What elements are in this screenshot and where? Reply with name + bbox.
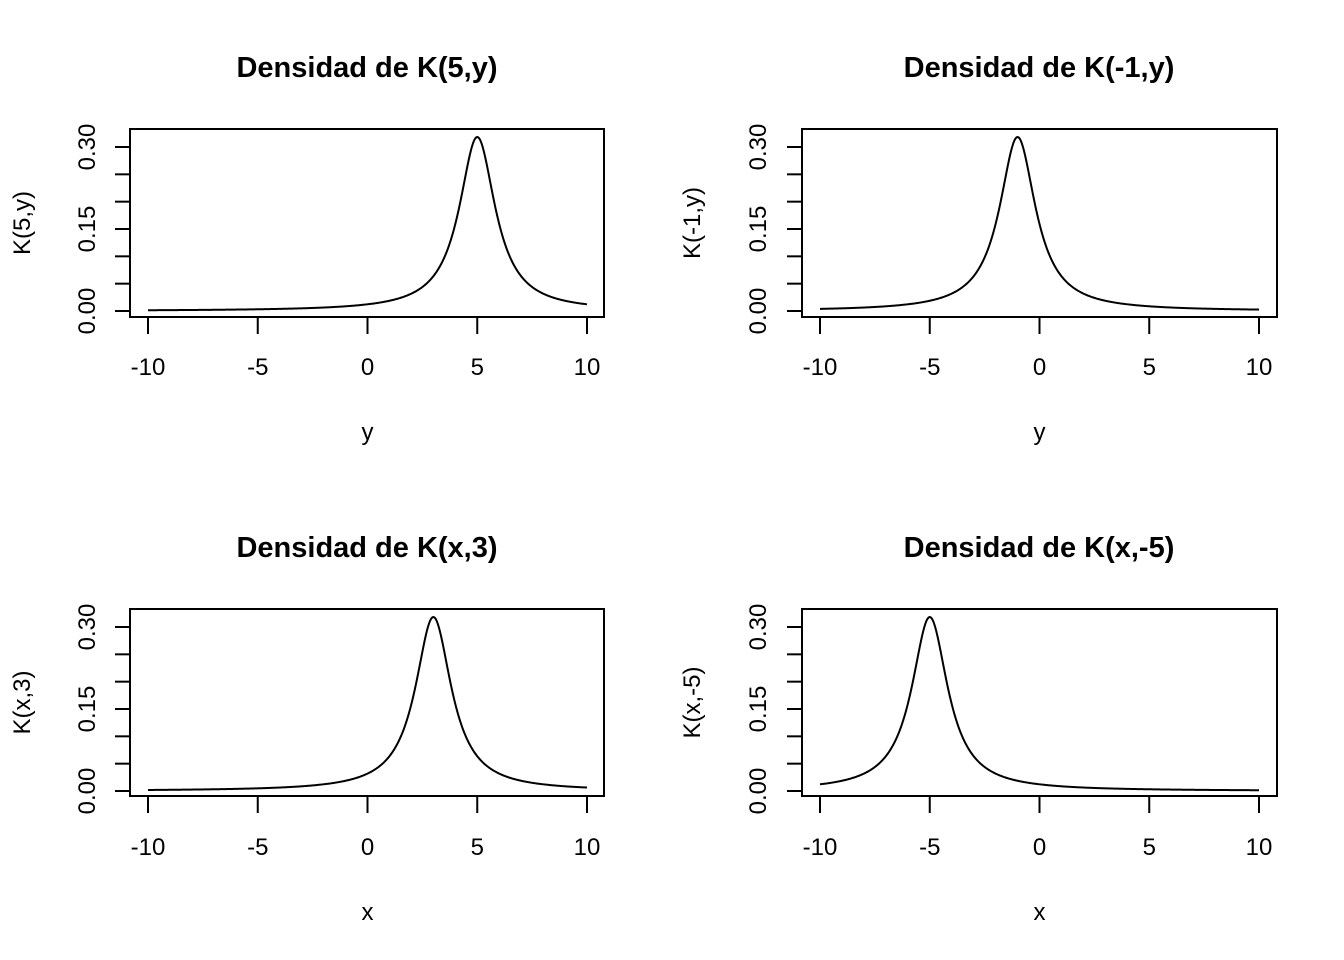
x-tick-label: 10	[574, 354, 601, 381]
x-axis-label: y	[362, 419, 374, 446]
x-tick-label: 5	[471, 834, 484, 861]
density-curve	[819, 135, 1260, 311]
x-tick-label: -5	[919, 834, 940, 861]
x-tick-label: 0	[361, 834, 374, 861]
y-axis-label: K(-1,y)	[679, 187, 706, 259]
chart-title: Densidad de K(-1,y)	[904, 52, 1175, 84]
chart-title: Densidad de K(x,-5)	[904, 532, 1175, 564]
chart-title: Densidad de K(x,3)	[236, 532, 497, 564]
x-axis-label: y	[1034, 419, 1046, 446]
x-tick-label: 5	[471, 354, 484, 381]
density-curve	[147, 615, 588, 791]
y-axis-label: K(5,y)	[9, 191, 36, 255]
y-tick-label: 0.30	[745, 124, 772, 171]
panel-3: Densidad de K(x,3) -10 -5 0 5 10 0.00 0.15 0.30 x…	[9, 532, 605, 926]
x-tick-label: 0	[1033, 354, 1046, 381]
y-tick-label: 0.15	[745, 206, 772, 253]
y-tick-label: 0.15	[745, 686, 772, 733]
x-tick-label: -10	[803, 834, 838, 861]
y-tick-label: 0.00	[74, 768, 101, 815]
y-tick-label: 0.30	[74, 604, 101, 651]
panel-4: Densidad de K(x,-5) -10 -5 0 5 10 0.00 0.15 0.30…	[679, 532, 1278, 926]
x-tick-label: 5	[1143, 834, 1156, 861]
x-tick-label: -10	[131, 354, 166, 381]
x-tick-label: 0	[1033, 834, 1046, 861]
x-tick-label: 5	[1143, 354, 1156, 381]
x-axis-label: x	[1034, 899, 1046, 926]
panel-2: Densidad de K(-1,y) -10 -5 0 5 10 0.00 0.15 0.30…	[679, 52, 1278, 446]
x-tick-label: 0	[361, 354, 374, 381]
y-tick-label: 0.30	[74, 124, 101, 171]
x-tick-label: -10	[803, 354, 838, 381]
y-axis-label: K(x,3)	[9, 670, 36, 734]
x-tick-label: -5	[247, 834, 268, 861]
y-axis-label: K(x,-5)	[679, 667, 706, 739]
x-tick-label: 10	[1246, 354, 1273, 381]
density-curve	[819, 615, 1260, 792]
x-tick-label: -5	[919, 354, 940, 381]
x-tick-label: -10	[131, 834, 166, 861]
y-tick-label: 0.15	[74, 686, 101, 733]
y-tick-label: 0.00	[74, 288, 101, 335]
plot-box	[129, 608, 605, 797]
y-tick-label: 0.00	[745, 288, 772, 335]
x-tick-label: 10	[1246, 834, 1273, 861]
y-tick-label: 0.00	[745, 768, 772, 815]
y-tick-label: 0.15	[74, 206, 101, 253]
x-tick-label: 10	[574, 834, 601, 861]
y-tick-label: 0.30	[745, 604, 772, 651]
chart-title: Densidad de K(5,y)	[236, 52, 497, 84]
x-axis-label: x	[362, 899, 374, 926]
density-curve	[147, 135, 588, 312]
x-tick-label: -5	[247, 354, 268, 381]
panel-1: Densidad de K(5,y) -10 -5 0 5 10 0.00 0.15 0.30 y…	[9, 52, 605, 446]
